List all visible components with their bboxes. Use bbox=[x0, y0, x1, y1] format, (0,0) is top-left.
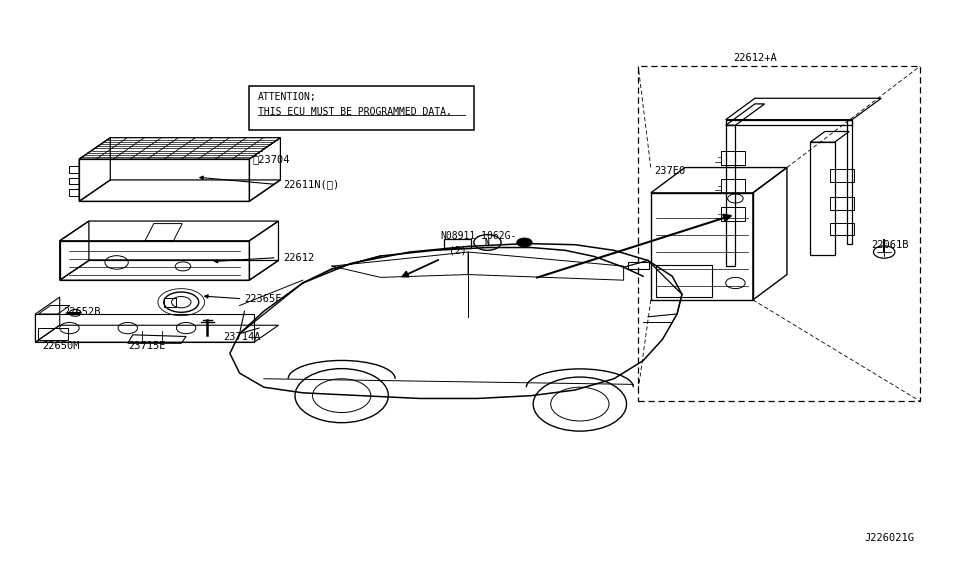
Text: (2): (2) bbox=[448, 245, 466, 255]
Text: J226021G: J226021G bbox=[865, 533, 915, 543]
Text: 23714A: 23714A bbox=[223, 332, 260, 341]
Text: 22365F: 22365F bbox=[245, 294, 282, 304]
Bar bbox=[444, 239, 471, 248]
Text: ATTENTION;: ATTENTION; bbox=[258, 92, 317, 102]
Text: 22652B: 22652B bbox=[63, 307, 101, 318]
Text: 23715E: 23715E bbox=[128, 341, 166, 351]
Text: 22650M: 22650M bbox=[42, 341, 80, 351]
Text: 237E0: 237E0 bbox=[655, 166, 686, 177]
Text: 22612: 22612 bbox=[284, 252, 315, 263]
Text: N: N bbox=[485, 238, 488, 247]
Text: THIS ECU MUST BE PROGRAMMED DATA.: THIS ECU MUST BE PROGRAMMED DATA. bbox=[258, 107, 452, 117]
Text: 22061B: 22061B bbox=[872, 240, 909, 250]
Circle shape bbox=[517, 238, 532, 247]
Text: 22611N(※): 22611N(※) bbox=[284, 179, 339, 190]
Text: ※23704: ※23704 bbox=[253, 154, 290, 164]
Text: N08911-1062G-: N08911-1062G- bbox=[441, 231, 517, 241]
FancyBboxPatch shape bbox=[250, 86, 474, 130]
Text: 22612+A: 22612+A bbox=[733, 53, 777, 63]
Bar bbox=[628, 261, 649, 269]
